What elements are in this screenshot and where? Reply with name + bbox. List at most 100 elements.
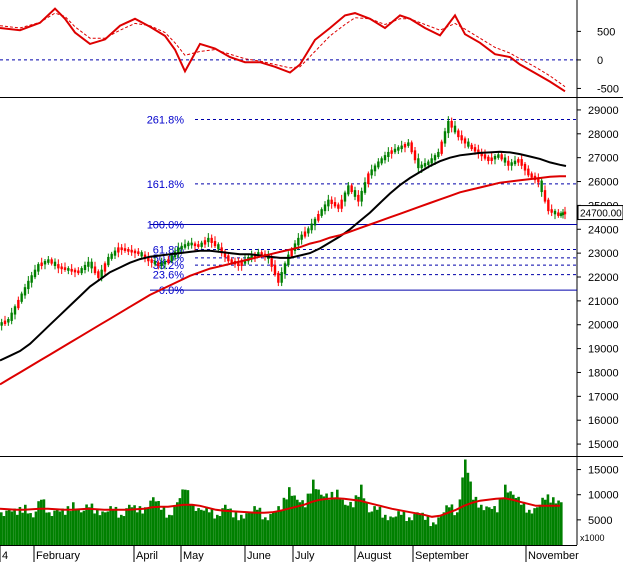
volume-bar (552, 497, 555, 545)
volume-bar (136, 512, 139, 545)
candle-body (397, 147, 400, 151)
volume-bar (21, 512, 24, 545)
fib-level-label: 161.8% (147, 179, 185, 191)
volume-tick-label: 10000 (588, 490, 619, 502)
candle-body (37, 264, 40, 272)
candle-body (503, 157, 507, 163)
candle-body (160, 262, 163, 267)
volume-bar (210, 508, 214, 545)
volume-bar (34, 511, 38, 545)
candle-body (177, 247, 180, 254)
volume-bar (381, 517, 384, 545)
volume-bar (189, 504, 192, 545)
candle-body (447, 120, 450, 134)
volume-bar (432, 522, 435, 545)
candle-body (0, 322, 3, 326)
candle-body (327, 199, 330, 207)
volume-bar (442, 512, 446, 545)
volume-bar (266, 520, 270, 545)
candle-body (383, 155, 387, 161)
volume-bar (514, 498, 518, 545)
candle-body (120, 247, 123, 251)
candle-body (83, 264, 87, 270)
volume-bar (248, 512, 251, 545)
volume-bar (306, 493, 310, 545)
candle-body (260, 252, 263, 256)
volume-bar (261, 519, 264, 545)
axis-labels: 5000-50029000280002700026000250002400023… (0, 26, 623, 562)
candle-body (460, 135, 463, 141)
candle-body (360, 190, 363, 202)
volume-bar (525, 512, 528, 545)
volume-bar (405, 521, 408, 545)
candle-body (140, 252, 143, 257)
volume-bar (426, 516, 430, 545)
volume-bar (466, 472, 470, 545)
candle-body (303, 231, 307, 237)
last-price-label: 24700.00 (580, 209, 622, 220)
volume-bar (506, 492, 510, 545)
candle-body (87, 261, 90, 267)
volume-bar (274, 511, 278, 545)
volume-bar (154, 501, 158, 545)
price-panel (0, 98, 577, 456)
volume-bar (205, 506, 208, 545)
volume-bar (74, 510, 78, 545)
candle-body (483, 154, 487, 159)
candle-body (490, 157, 493, 162)
volume-bar (234, 511, 238, 545)
candle-body (350, 185, 353, 193)
candle-body (63, 267, 67, 270)
candle-body (463, 138, 467, 144)
volume-bar (138, 506, 142, 545)
volume-bar (448, 507, 451, 545)
candle-body (393, 148, 397, 153)
volume-bar (450, 504, 454, 545)
volume-bar (216, 514, 219, 545)
volume-bar (554, 503, 558, 545)
volume-bar (240, 514, 243, 545)
candle-body (73, 269, 77, 273)
candle-body (407, 142, 410, 146)
volume-bar (498, 498, 502, 545)
volume-bar (32, 517, 35, 545)
candle-body (113, 250, 117, 256)
candle-body (107, 256, 110, 266)
volume-bar (72, 502, 75, 545)
volume-bar (85, 504, 88, 545)
volume-bar (125, 508, 128, 545)
volume-bar (533, 508, 536, 545)
candle-body (133, 250, 137, 254)
volume-ma-line (0, 497, 560, 518)
volume-bar (277, 506, 280, 545)
candle-body (510, 162, 513, 166)
volume-bar (528, 509, 531, 545)
volume-bar (90, 503, 94, 545)
volume-bar (48, 512, 51, 545)
volume-bar (472, 499, 475, 545)
price-tick-label: 28000 (588, 129, 619, 141)
candle-body (433, 155, 437, 161)
candle-body (187, 242, 190, 247)
volume-bar (488, 507, 491, 545)
volume-bar (253, 506, 256, 545)
candle-body (273, 264, 277, 275)
volume-bar (501, 498, 504, 545)
candle-body (210, 237, 213, 243)
volume-bar (520, 504, 523, 545)
volume-bar (170, 515, 174, 545)
volume-bar (93, 513, 96, 545)
candle-body (543, 190, 547, 202)
volume-bar (370, 511, 374, 545)
volume-tick-label: 5000 (588, 515, 612, 527)
volume-bar (37, 501, 40, 545)
volume-bar (229, 508, 232, 545)
volume-bar (282, 497, 286, 545)
candle-body (343, 192, 347, 202)
volume-bar (429, 526, 432, 545)
candle-body (217, 244, 220, 250)
candle-body (493, 155, 497, 160)
candle-body (373, 165, 377, 172)
price-tick-label: 20000 (588, 320, 619, 332)
candle-body (203, 240, 207, 245)
